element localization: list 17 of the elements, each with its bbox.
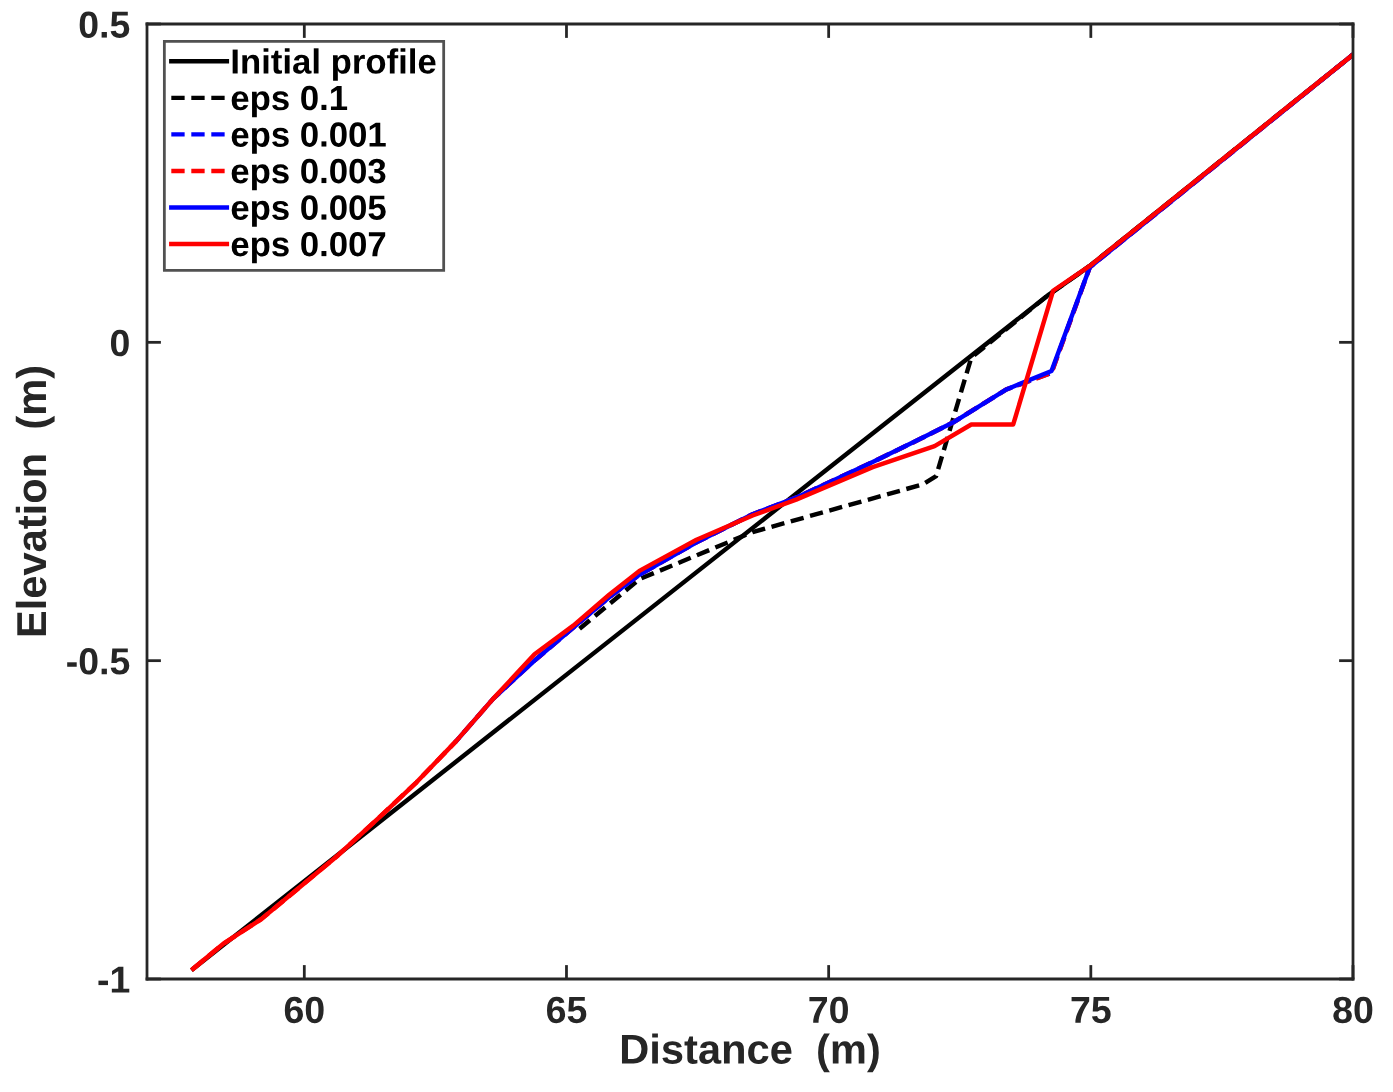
- x-tick-label: 70: [809, 996, 848, 1024]
- x-tick-label: 80: [1333, 996, 1373, 1024]
- legend-label: eps 0.007: [231, 231, 386, 264]
- y-tick-label: -1: [98, 966, 130, 993]
- x-tick-label: 60: [284, 996, 324, 1024]
- legend-label: eps 0.003: [231, 158, 386, 191]
- legend-label: Initial profile: [232, 48, 436, 81]
- y-axis-title: Elevation (m): [15, 366, 55, 636]
- legend-label: eps 0.005: [231, 195, 386, 227]
- y-tick-label: 0: [110, 329, 129, 357]
- x-axis-title: Distance (m): [621, 1033, 879, 1073]
- x-tick-label: 75: [1071, 997, 1111, 1024]
- y-tick-label: 0.5: [79, 11, 130, 38]
- x-tick-label: 65: [547, 996, 587, 1024]
- y-tick-label: -0.5: [67, 648, 130, 675]
- legend-label: eps 0.1: [231, 85, 348, 118]
- legend-label: eps 0.001: [231, 122, 386, 154]
